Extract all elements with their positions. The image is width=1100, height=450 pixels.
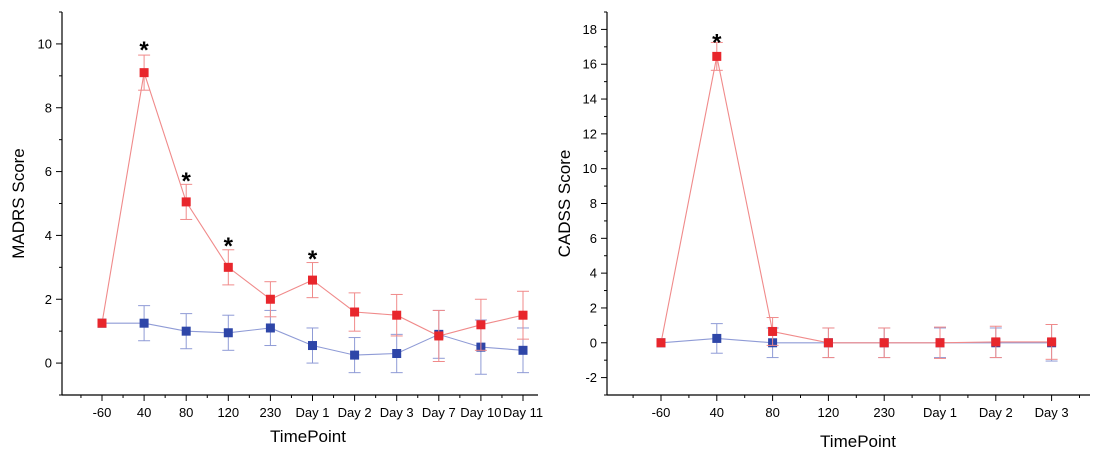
data-point	[518, 310, 528, 320]
data-point	[823, 338, 833, 348]
data-point	[97, 318, 107, 328]
data-point	[712, 333, 722, 343]
x-tick-label: 80	[765, 405, 779, 420]
data-point	[308, 275, 317, 285]
y-tick-label: 8	[45, 100, 52, 115]
data-point	[476, 320, 486, 330]
data-point	[1047, 337, 1057, 347]
x-tick-label: Day 3	[1035, 405, 1069, 420]
data-point	[392, 349, 402, 359]
data-point	[518, 345, 528, 355]
data-point	[712, 51, 722, 61]
y-tick-label: 6	[45, 164, 52, 179]
y-tick-label: 10	[38, 36, 52, 51]
x-tick-label: 120	[217, 405, 239, 420]
data-point	[935, 338, 945, 348]
data-point	[350, 307, 360, 317]
significance-star: *	[712, 29, 722, 56]
y-tick-label: 18	[583, 22, 597, 37]
data-point	[768, 326, 778, 336]
data-point	[434, 331, 444, 341]
data-point	[223, 328, 233, 338]
data-point	[223, 262, 233, 272]
x-tick-label: 80	[179, 405, 193, 420]
y-tick-label: 6	[590, 231, 597, 246]
x-tick-label: -60	[652, 405, 671, 420]
data-point	[139, 318, 149, 328]
x-tick-label: Day 7	[422, 405, 456, 420]
data-point	[350, 350, 360, 360]
y-tick-label: 12	[583, 126, 597, 141]
cadss-chart: -2 0 2 4 6 8 10 12 14 16 18 -60 40 80 120 230 Day 1 Day 2…	[555, 11, 1090, 450]
x-tick-label: Day 1	[296, 405, 330, 420]
y-tick-label: 2	[45, 292, 52, 307]
y-axis-title: CADSS Score	[555, 150, 574, 258]
x-tick-label: 120	[818, 405, 840, 420]
data-point	[181, 326, 191, 336]
x-tick-label: 40	[137, 405, 151, 420]
x-tick-label: Day 10	[460, 405, 501, 420]
x-tick-label: Day 1	[923, 405, 957, 420]
y-tick-label: 14	[583, 92, 597, 107]
x-axis-title: TimePoint	[820, 432, 896, 450]
data-point	[991, 337, 1001, 347]
data-point	[879, 338, 889, 348]
y-tick-label: -2	[585, 370, 597, 385]
x-tick-label: 40	[710, 405, 724, 420]
significance-star: *	[224, 233, 234, 260]
y-tick-label: 0	[45, 356, 52, 371]
significance-star: *	[182, 168, 192, 195]
y-tick-label: 16	[583, 57, 597, 72]
y-tick-label: 2	[590, 300, 597, 315]
x-tick-label: Day 2	[338, 405, 372, 420]
x-axis-title: TimePoint	[270, 427, 346, 446]
data-point	[265, 323, 275, 333]
significance-star: *	[139, 37, 149, 64]
data-point	[265, 294, 275, 304]
data-point	[656, 338, 666, 348]
y-tick-label: 0	[590, 335, 597, 350]
x-tick-label: Day 11	[503, 405, 543, 420]
data-point	[139, 68, 149, 78]
x-tick-label: 230	[260, 405, 282, 420]
x-tick-label: -60	[93, 405, 112, 420]
data-point	[181, 197, 191, 207]
data-point	[308, 341, 317, 351]
y-tick-label: 4	[45, 228, 52, 243]
series-line	[660, 56, 1052, 344]
y-tick-label: 4	[590, 266, 597, 281]
significance-star: *	[308, 246, 318, 273]
y-tick-label: 10	[583, 161, 597, 176]
data-point	[392, 310, 402, 320]
x-tick-label: Day 3	[380, 405, 414, 420]
madrs-chart: 0 2 4 6 8 10 -60 40 80 120 230 Day 1 Day 2 Day 3 Day 7…	[9, 11, 543, 446]
y-tick-label: 8	[590, 196, 597, 211]
y-axis-title: MADRS Score	[9, 148, 28, 259]
x-tick-label: Day 2	[979, 405, 1013, 420]
x-tick-label: 230	[873, 405, 895, 420]
